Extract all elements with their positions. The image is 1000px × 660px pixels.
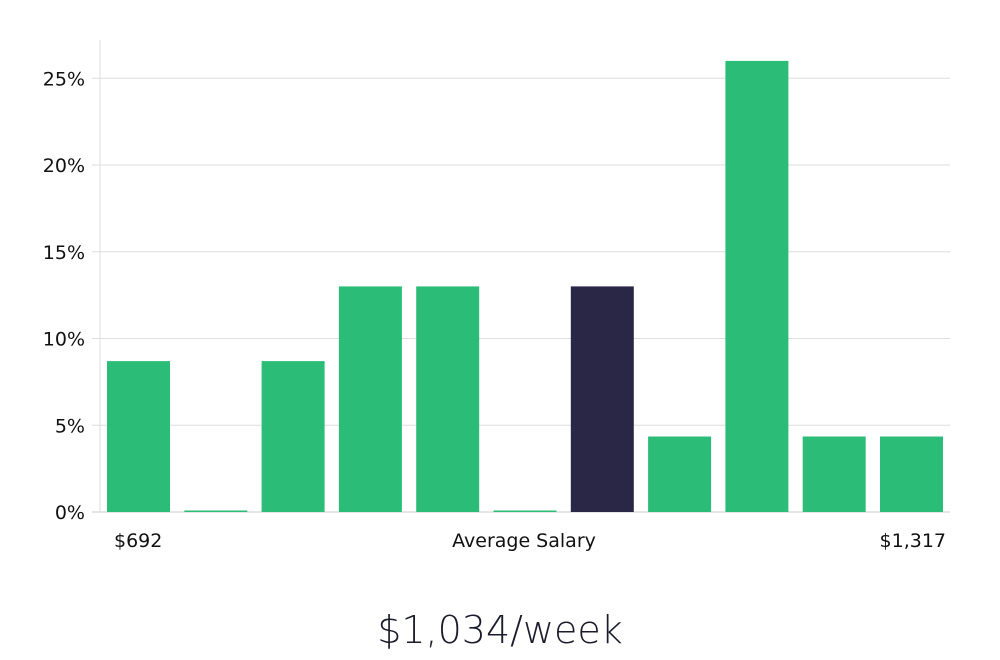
bar (416, 286, 480, 512)
bar (261, 361, 325, 512)
y-tick-label: 20% (43, 155, 85, 177)
salary-histogram: 0% 5% 10% 15% 20% 25% $692 Average Salary $1,… (43, 40, 950, 552)
y-tick-label: 15% (43, 242, 85, 264)
y-tick-label: 0% (55, 502, 85, 524)
bar (107, 361, 170, 512)
bar (802, 436, 866, 512)
y-tick-label: 5% (55, 415, 85, 437)
bar (493, 510, 557, 512)
y-tick-label: 10% (43, 329, 85, 351)
bar (725, 60, 789, 513)
bar-group (107, 60, 943, 513)
y-axis: 0% 5% 10% 15% 20% 25% (43, 68, 85, 524)
bar (648, 436, 712, 512)
y-tick-label: 25% (43, 68, 85, 90)
bar (880, 436, 943, 512)
x-max-label: $1,317 (880, 530, 946, 552)
bar (338, 286, 402, 512)
x-min-label: $692 (114, 530, 162, 552)
x-axis-label: Average Salary (452, 530, 596, 552)
bar (184, 510, 248, 512)
average-salary-headline: $1,034/week (377, 608, 623, 652)
bar-highlighted (570, 286, 634, 512)
